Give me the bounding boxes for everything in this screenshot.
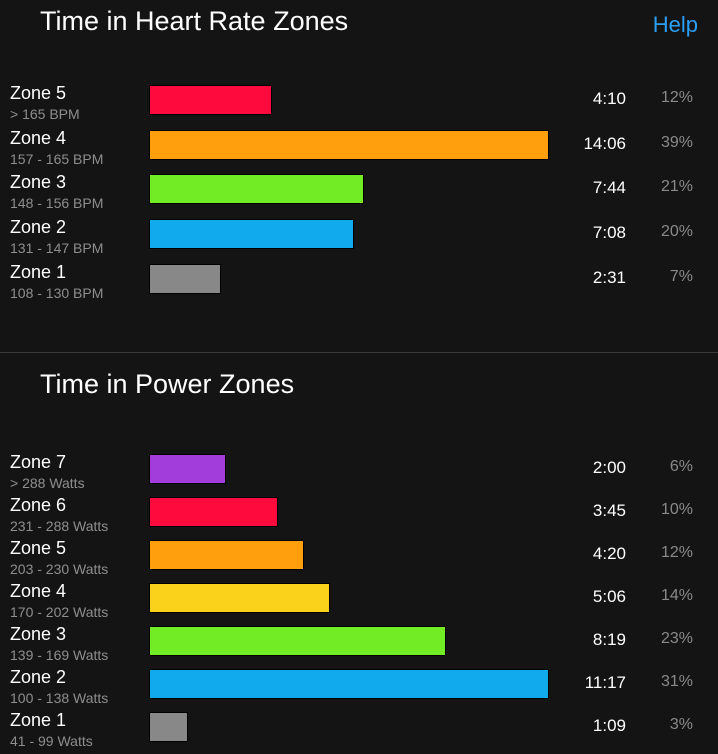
hr-zone-bar xyxy=(149,130,549,160)
hr-zone-percent: 20% xyxy=(660,223,693,240)
power-zone-name: Zone 2 xyxy=(10,667,67,687)
power-zone-row: Zone 5 203 - 230 Watts 4:20 12% xyxy=(0,538,718,582)
hr-zone-bar-track xyxy=(149,264,549,294)
power-zone-bar xyxy=(149,712,188,742)
power-zone-row: Zone 1 41 - 99 Watts 1:09 3% xyxy=(0,710,718,754)
hr-zone-bar xyxy=(149,85,272,115)
hr-zone-time: 2:31 xyxy=(592,268,626,287)
hr-zone-name: Zone 4 xyxy=(10,128,67,148)
heart-rate-zones-title: Time in Heart Rate Zones xyxy=(40,6,349,36)
hr-zone-time: 14:06 xyxy=(583,134,626,153)
hr-zone-name: Zone 3 xyxy=(10,172,67,192)
power-zone-bar xyxy=(149,454,226,484)
power-zone-row: Zone 6 231 - 288 Watts 3:45 10% xyxy=(0,495,718,539)
hr-zone-row: Zone 3 148 - 156 BPM 7:44 21% xyxy=(0,172,718,216)
power-zone-percent: 10% xyxy=(660,501,693,518)
hr-zone-range: 157 - 165 BPM xyxy=(10,151,104,167)
power-zone-row: Zone 3 139 - 169 Watts 8:19 23% xyxy=(0,624,718,668)
power-zone-row: Zone 4 170 - 202 Watts 5:06 14% xyxy=(0,581,718,625)
hr-zone-bar-track xyxy=(149,130,549,160)
power-zone-bar-track xyxy=(149,454,549,484)
power-zone-time: 5:06 xyxy=(592,587,626,606)
hr-zone-row: Zone 4 157 - 165 BPM 14:06 39% xyxy=(0,128,718,172)
power-zone-time: 11:17 xyxy=(584,673,626,692)
power-zone-time: 1:09 xyxy=(592,716,626,735)
hr-zone-bar xyxy=(149,264,221,294)
hr-zone-bar-track xyxy=(149,219,549,249)
section-divider xyxy=(0,352,718,353)
hr-zone-time: 7:08 xyxy=(592,223,626,242)
hr-zone-bar-track xyxy=(149,85,549,115)
hr-zone-range: 148 - 156 BPM xyxy=(10,195,104,211)
power-zone-bar-track xyxy=(149,669,549,699)
hr-zone-percent: 12% xyxy=(660,89,693,106)
power-zone-bar xyxy=(149,497,278,527)
power-zone-bar-track xyxy=(149,626,549,656)
power-zone-percent: 31% xyxy=(660,673,693,690)
power-zone-percent: 23% xyxy=(660,630,693,647)
power-zone-percent: 6% xyxy=(669,458,693,475)
hr-zone-row: Zone 1 108 - 130 BPM 2:31 7% xyxy=(0,262,718,306)
power-zone-range: > 288 Watts xyxy=(10,475,85,491)
power-zone-row: Zone 7 > 288 Watts 2:00 6% xyxy=(0,452,718,496)
hr-zone-range: 131 - 147 BPM xyxy=(10,240,104,256)
power-zone-bar xyxy=(149,669,549,699)
hr-zone-range: > 165 BPM xyxy=(10,106,80,122)
hr-zone-name: Zone 2 xyxy=(10,217,67,237)
power-zone-range: 139 - 169 Watts xyxy=(10,647,109,663)
power-zone-range: 203 - 230 Watts xyxy=(10,561,109,577)
power-zone-range: 231 - 288 Watts xyxy=(10,518,109,534)
help-link[interactable]: Help xyxy=(652,12,698,37)
hr-zone-bar xyxy=(149,219,354,249)
hr-zone-percent: 7% xyxy=(669,268,693,285)
heart-rate-zones-section: Time in Heart Rate Zones Help Zone 5 > 1… xyxy=(0,0,718,352)
power-zone-bar xyxy=(149,540,304,570)
hr-zone-bar xyxy=(149,174,364,204)
hr-zone-time: 4:10 xyxy=(592,89,626,108)
hr-zone-row: Zone 2 131 - 147 BPM 7:08 20% xyxy=(0,217,718,261)
power-zone-name: Zone 5 xyxy=(10,538,67,558)
power-zones-title: Time in Power Zones xyxy=(40,369,295,399)
power-zone-name: Zone 7 xyxy=(10,452,67,472)
power-zone-row: Zone 2 100 - 138 Watts 11:17 31% xyxy=(0,667,718,711)
hr-zone-row: Zone 5 > 165 BPM 4:10 12% xyxy=(0,83,718,127)
power-zone-name: Zone 4 xyxy=(10,581,67,601)
hr-zone-bar-track xyxy=(149,174,549,204)
power-zone-bar-track xyxy=(149,712,549,742)
power-zone-range: 100 - 138 Watts xyxy=(10,690,109,706)
power-zone-bar xyxy=(149,626,446,656)
power-zone-percent: 14% xyxy=(660,587,693,604)
power-zone-range: 170 - 202 Watts xyxy=(10,604,109,620)
power-zone-bar-track xyxy=(149,497,549,527)
power-zone-bar xyxy=(149,583,330,613)
power-zones-section: Time in Power Zones Zone 7 > 288 Watts 2… xyxy=(0,353,718,753)
power-zone-name: Zone 3 xyxy=(10,624,67,644)
power-zone-percent: 3% xyxy=(669,716,693,733)
hr-zone-percent: 21% xyxy=(660,178,693,195)
power-zone-time: 2:00 xyxy=(592,458,626,477)
hr-zone-percent: 39% xyxy=(660,134,693,151)
power-zone-bar-track xyxy=(149,540,549,570)
power-zone-percent: 12% xyxy=(660,544,693,561)
hr-zone-name: Zone 1 xyxy=(10,262,67,282)
hr-zone-range: 108 - 130 BPM xyxy=(10,285,104,301)
hr-zone-time: 7:44 xyxy=(592,178,626,197)
power-zone-name: Zone 1 xyxy=(10,710,67,730)
power-zone-name: Zone 6 xyxy=(10,495,67,515)
hr-zone-name: Zone 5 xyxy=(10,83,67,103)
power-zone-time: 4:20 xyxy=(592,544,626,563)
power-zone-time: 8:19 xyxy=(592,630,626,649)
power-zone-range: 41 - 99 Watts xyxy=(10,733,93,749)
power-zone-bar-track xyxy=(149,583,549,613)
power-zone-time: 3:45 xyxy=(592,501,626,520)
